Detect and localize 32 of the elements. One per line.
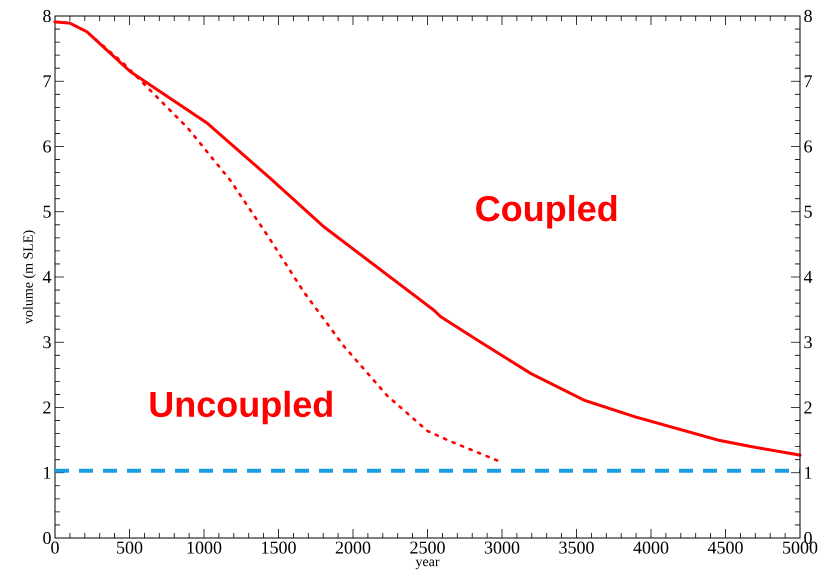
y2-tick-label: 7 [804, 75, 812, 88]
y-tick-label: 1 [44, 466, 50, 479]
y-axis-title: volume (m SLE) [22, 230, 36, 324]
y-tick-label: 4 [42, 271, 52, 283]
y-tick-label: 8 [43, 10, 51, 22]
x-tick-label: 2500 [410, 542, 445, 554]
x-axis-title: year [416, 560, 440, 570]
x-tick-label: 1500 [262, 542, 296, 554]
x-tick-label: 4500 [708, 542, 743, 554]
x-tick-label: 500 [117, 542, 142, 554]
y2-tick-label: 5 [804, 206, 812, 218]
y2-tick-label: 0 [804, 532, 812, 544]
y2-tick-label: 4 [804, 271, 812, 283]
x-tick-label: 3500 [559, 542, 594, 554]
x-tick-label: 1000 [188, 542, 222, 554]
x-tick-label: 4000 [633, 542, 668, 554]
y2-tick-label: 1 [805, 466, 812, 479]
y-tick-label: 0 [43, 532, 51, 544]
y-tick-label: 2 [43, 402, 50, 414]
y-tick-label: 6 [43, 140, 51, 153]
x-tick-label: 2000 [336, 542, 370, 554]
y-tick-label: 5 [44, 206, 51, 218]
y-tick-label: 7 [44, 75, 51, 88]
x-tick-label: 3000 [484, 542, 520, 554]
x-tick-label: 5000 [783, 542, 818, 554]
text: Coupled [476, 194, 616, 229]
y2-tick-label: 3 [804, 336, 812, 348]
y-tick-label: 3 [43, 336, 51, 348]
y2-tick-label: 6 [804, 140, 812, 153]
y2-tick-label: 2 [804, 402, 812, 414]
series-label: Uncoupled [150, 390, 332, 424]
y2-tick-label: 8 [804, 10, 812, 22]
